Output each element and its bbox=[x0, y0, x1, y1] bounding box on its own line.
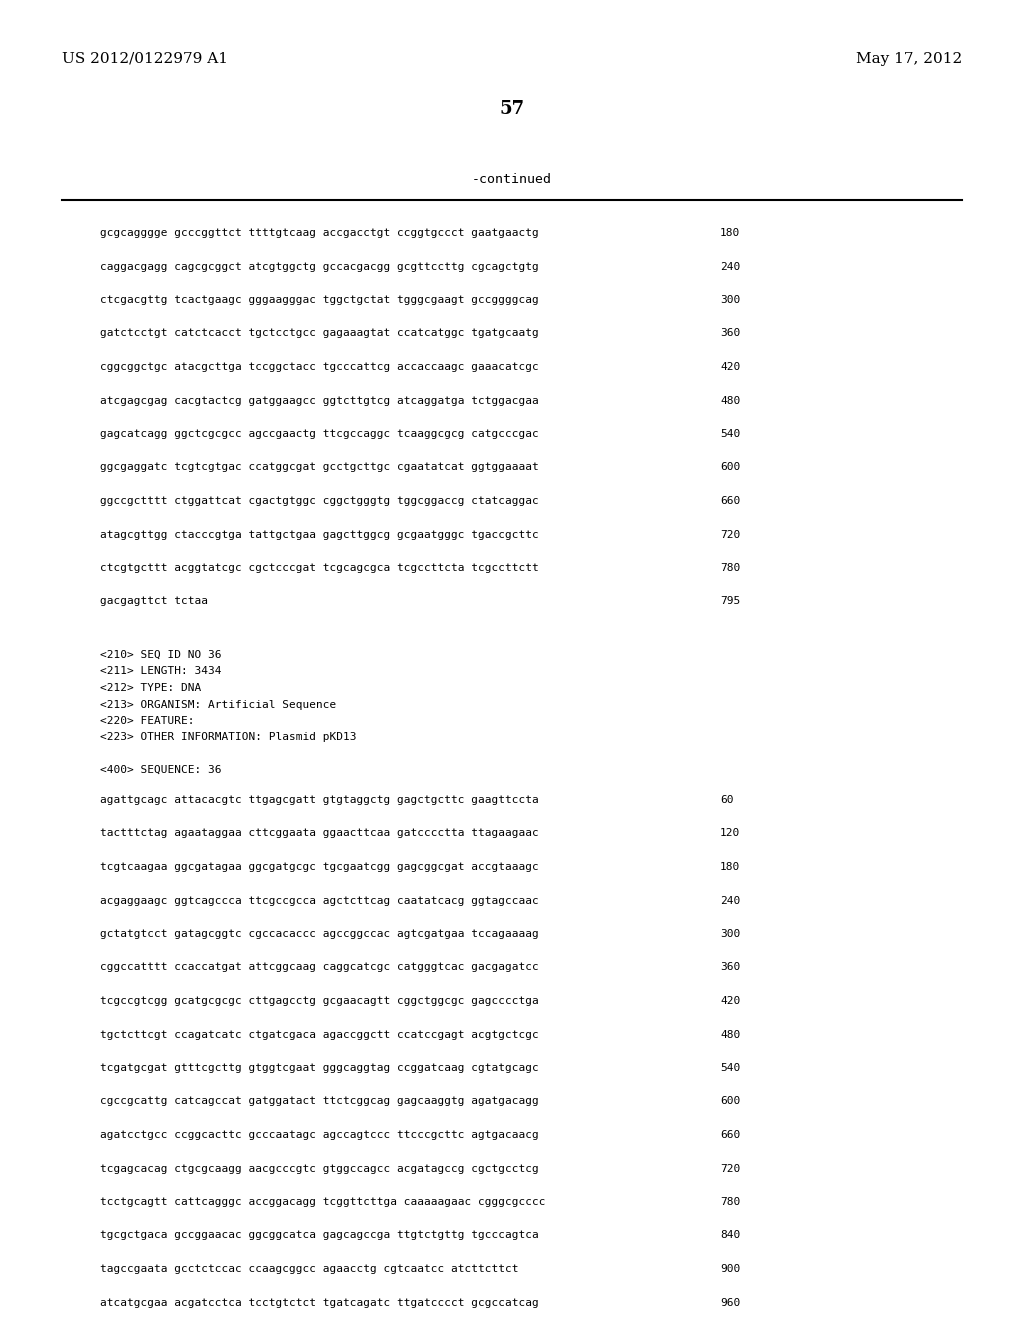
Text: US 2012/0122979 A1: US 2012/0122979 A1 bbox=[62, 51, 228, 66]
Text: atcatgcgaa acgatcctca tcctgtctct tgatcagatc ttgatcccct gcgccatcag: atcatgcgaa acgatcctca tcctgtctct tgatcag… bbox=[100, 1298, 539, 1308]
Text: cggcggctgc atacgcttga tccggctacc tgcccattcg accaccaagc gaaacatcgc: cggcggctgc atacgcttga tccggctacc tgcccat… bbox=[100, 362, 539, 372]
Text: tcgagcacag ctgcgcaagg aacgcccgtc gtggccagcc acgatagccg cgctgcctcg: tcgagcacag ctgcgcaagg aacgcccgtc gtggcca… bbox=[100, 1163, 539, 1173]
Text: 780: 780 bbox=[720, 1197, 740, 1206]
Text: ggcgaggatc tcgtcgtgac ccatggcgat gcctgcttgc cgaatatcat ggtggaaaat: ggcgaggatc tcgtcgtgac ccatggcgat gcctgct… bbox=[100, 462, 539, 473]
Text: gagcatcagg ggctcgcgcc agccgaactg ttcgccaggc tcaaggcgcg catgcccgac: gagcatcagg ggctcgcgcc agccgaactg ttcgcca… bbox=[100, 429, 539, 440]
Text: gcgcagggge gcccggttct ttttgtcaag accgacctgt ccggtgccct gaatgaactg: gcgcagggge gcccggttct ttttgtcaag accgacc… bbox=[100, 228, 539, 238]
Text: <212> TYPE: DNA: <212> TYPE: DNA bbox=[100, 682, 202, 693]
Text: tgctcttcgt ccagatcatc ctgatcgaca agaccggctt ccatccgagt acgtgctcgc: tgctcttcgt ccagatcatc ctgatcgaca agaccgg… bbox=[100, 1030, 539, 1040]
Text: 360: 360 bbox=[720, 329, 740, 338]
Text: 240: 240 bbox=[720, 261, 740, 272]
Text: <210> SEQ ID NO 36: <210> SEQ ID NO 36 bbox=[100, 649, 221, 660]
Text: 180: 180 bbox=[720, 228, 740, 238]
Text: tagccgaata gcctctccac ccaagcggcc agaacctg cgtcaatcc atcttcttct: tagccgaata gcctctccac ccaagcggcc agaacct… bbox=[100, 1265, 518, 1274]
Text: agatcctgcc ccggcacttc gcccaatagc agccagtccc ttcccgcttc agtgacaacg: agatcctgcc ccggcacttc gcccaatagc agccagt… bbox=[100, 1130, 539, 1140]
Text: 720: 720 bbox=[720, 1163, 740, 1173]
Text: <211> LENGTH: 3434: <211> LENGTH: 3434 bbox=[100, 667, 221, 676]
Text: 780: 780 bbox=[720, 564, 740, 573]
Text: 600: 600 bbox=[720, 1097, 740, 1106]
Text: 60: 60 bbox=[720, 795, 733, 805]
Text: 300: 300 bbox=[720, 294, 740, 305]
Text: 540: 540 bbox=[720, 1063, 740, 1073]
Text: -continued: -continued bbox=[472, 173, 552, 186]
Text: gctatgtcct gatagcggtc cgccacaccc agccggccac agtcgatgaa tccagaaaag: gctatgtcct gatagcggtc cgccacaccc agccggc… bbox=[100, 929, 539, 939]
Text: ggccgctttt ctggattcat cgactgtggc cggctgggtg tggcggaccg ctatcaggac: ggccgctttt ctggattcat cgactgtggc cggctgg… bbox=[100, 496, 539, 506]
Text: <213> ORGANISM: Artificial Sequence: <213> ORGANISM: Artificial Sequence bbox=[100, 700, 336, 710]
Text: 540: 540 bbox=[720, 429, 740, 440]
Text: tcctgcagtt cattcagggc accggacagg tcggttcttga caaaaagaac cgggcgcccc: tcctgcagtt cattcagggc accggacagg tcggttc… bbox=[100, 1197, 546, 1206]
Text: cggccatttt ccaccatgat attcggcaag caggcatcgc catgggtcac gacgagatcc: cggccatttt ccaccatgat attcggcaag caggcat… bbox=[100, 962, 539, 973]
Text: 360: 360 bbox=[720, 962, 740, 973]
Text: ctcgacgttg tcactgaagc gggaagggac tggctgctat tgggcgaagt gccggggcag: ctcgacgttg tcactgaagc gggaagggac tggctgc… bbox=[100, 294, 539, 305]
Text: <400> SEQUENCE: 36: <400> SEQUENCE: 36 bbox=[100, 766, 221, 775]
Text: 660: 660 bbox=[720, 1130, 740, 1140]
Text: gatctcctgt catctcacct tgctcctgcc gagaaagtat ccatcatggc tgatgcaatg: gatctcctgt catctcacct tgctcctgcc gagaaag… bbox=[100, 329, 539, 338]
Text: atagcgttgg ctacccgtga tattgctgaa gagcttggcg gcgaatgggc tgaccgcttc: atagcgttgg ctacccgtga tattgctgaa gagcttg… bbox=[100, 529, 539, 540]
Text: 600: 600 bbox=[720, 462, 740, 473]
Text: <223> OTHER INFORMATION: Plasmid pKD13: <223> OTHER INFORMATION: Plasmid pKD13 bbox=[100, 733, 356, 742]
Text: 795: 795 bbox=[720, 597, 740, 606]
Text: tcgccgtcgg gcatgcgcgc cttgagcctg gcgaacagtt cggctggcgc gagcccctga: tcgccgtcgg gcatgcgcgc cttgagcctg gcgaaca… bbox=[100, 997, 539, 1006]
Text: <220> FEATURE:: <220> FEATURE: bbox=[100, 715, 195, 726]
Text: 180: 180 bbox=[720, 862, 740, 873]
Text: 57: 57 bbox=[500, 100, 524, 117]
Text: 480: 480 bbox=[720, 1030, 740, 1040]
Text: 480: 480 bbox=[720, 396, 740, 405]
Text: 900: 900 bbox=[720, 1265, 740, 1274]
Text: 120: 120 bbox=[720, 829, 740, 838]
Text: caggacgagg cagcgcggct atcgtggctg gccacgacgg gcgttccttg cgcagctgtg: caggacgagg cagcgcggct atcgtggctg gccacga… bbox=[100, 261, 539, 272]
Text: 240: 240 bbox=[720, 895, 740, 906]
Text: atcgagcgag cacgtactcg gatggaagcc ggtcttgtcg atcaggatga tctggacgaa: atcgagcgag cacgtactcg gatggaagcc ggtcttg… bbox=[100, 396, 539, 405]
Text: tgcgctgaca gccggaacac ggcggcatca gagcagccga ttgtctgttg tgcccagtca: tgcgctgaca gccggaacac ggcggcatca gagcagc… bbox=[100, 1230, 539, 1241]
Text: 720: 720 bbox=[720, 529, 740, 540]
Text: tcgtcaagaa ggcgatagaa ggcgatgcgc tgcgaatcgg gagcggcgat accgtaaagc: tcgtcaagaa ggcgatagaa ggcgatgcgc tgcgaat… bbox=[100, 862, 539, 873]
Text: 420: 420 bbox=[720, 997, 740, 1006]
Text: cgccgcattg catcagccat gatggatact ttctcggcag gagcaaggtg agatgacagg: cgccgcattg catcagccat gatggatact ttctcgg… bbox=[100, 1097, 539, 1106]
Text: 840: 840 bbox=[720, 1230, 740, 1241]
Text: acgaggaagc ggtcagccca ttcgccgcca agctcttcag caatatcacg ggtagccaac: acgaggaagc ggtcagccca ttcgccgcca agctctt… bbox=[100, 895, 539, 906]
Text: 660: 660 bbox=[720, 496, 740, 506]
Text: agattgcagc attacacgtc ttgagcgatt gtgtaggctg gagctgcttc gaagttccta: agattgcagc attacacgtc ttgagcgatt gtgtagg… bbox=[100, 795, 539, 805]
Text: 300: 300 bbox=[720, 929, 740, 939]
Text: 960: 960 bbox=[720, 1298, 740, 1308]
Text: ctcgtgcttt acggtatcgc cgctcccgat tcgcagcgca tcgccttcta tcgccttctt: ctcgtgcttt acggtatcgc cgctcccgat tcgcagc… bbox=[100, 564, 539, 573]
Text: gacgagttct tctaa: gacgagttct tctaa bbox=[100, 597, 208, 606]
Text: tcgatgcgat gtttcgcttg gtggtcgaat gggcaggtag ccggatcaag cgtatgcagc: tcgatgcgat gtttcgcttg gtggtcgaat gggcagg… bbox=[100, 1063, 539, 1073]
Text: 420: 420 bbox=[720, 362, 740, 372]
Text: tactttctag agaataggaa cttcggaata ggaacttcaa gatcccctta ttagaagaac: tactttctag agaataggaa cttcggaata ggaactt… bbox=[100, 829, 539, 838]
Text: May 17, 2012: May 17, 2012 bbox=[856, 51, 962, 66]
